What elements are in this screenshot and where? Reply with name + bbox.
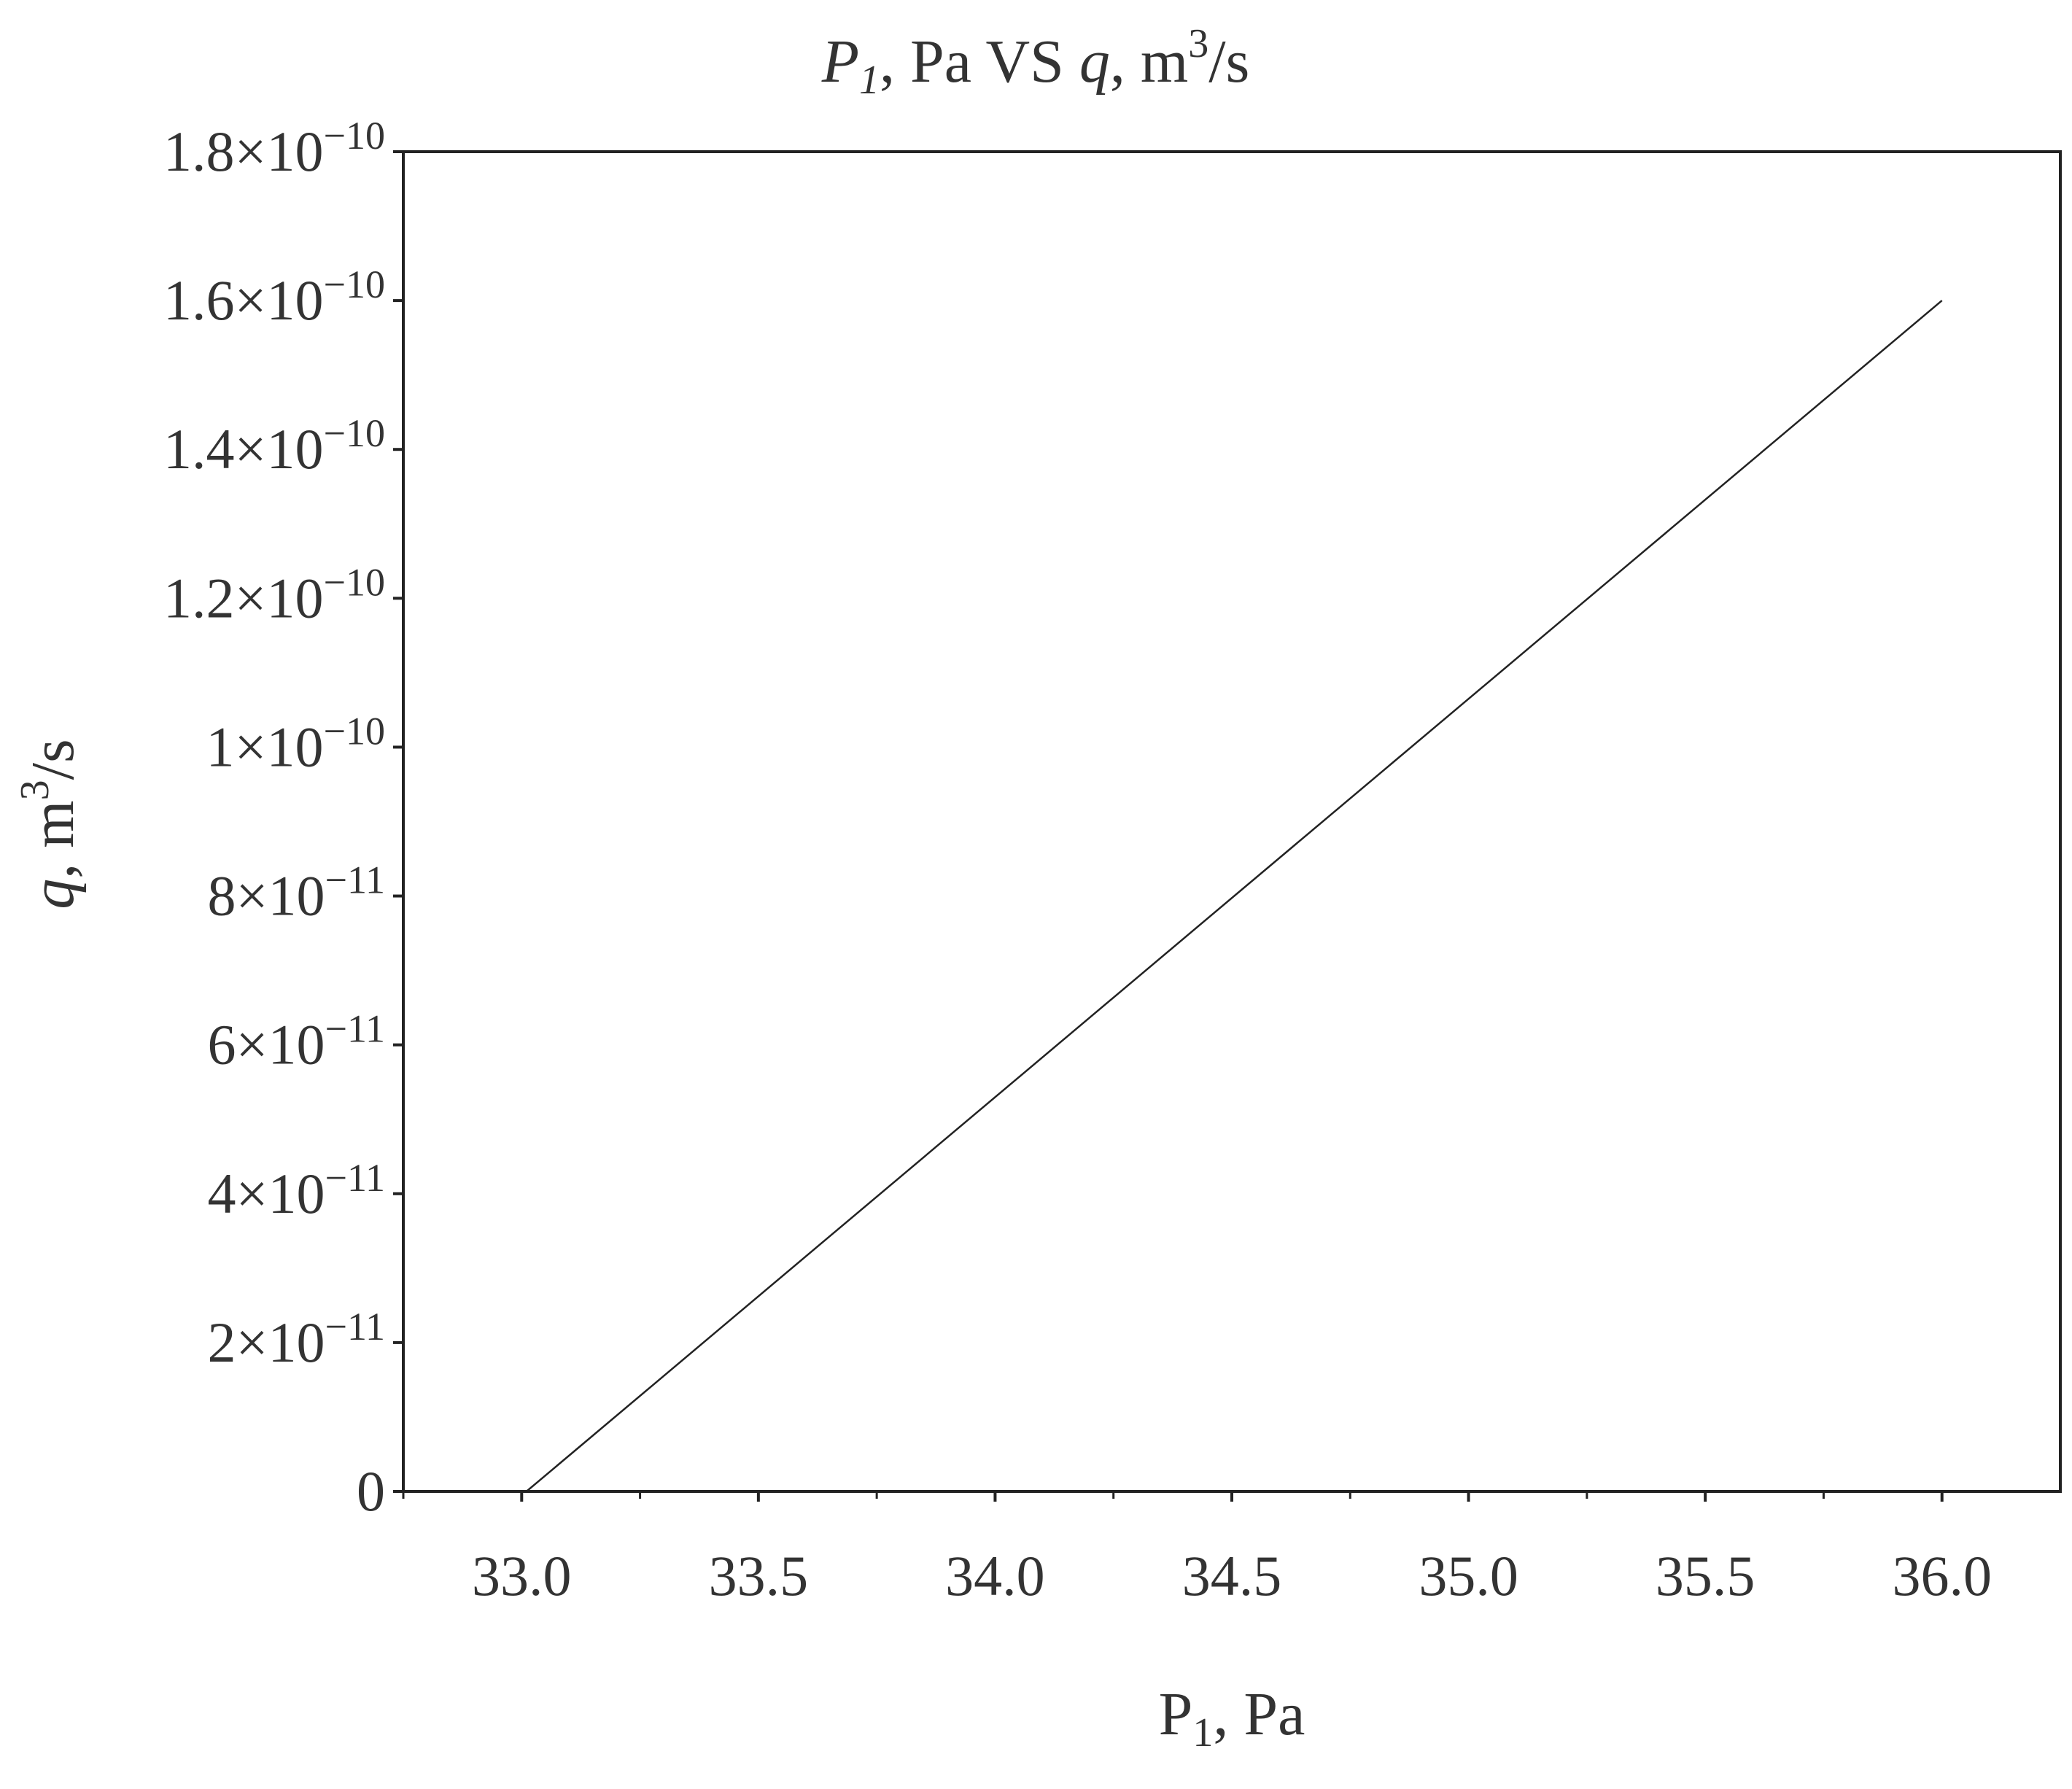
- x-tick-label: 35.5: [1656, 1544, 1755, 1607]
- series-layer: [525, 300, 1943, 1492]
- y-axis-label: q, m3/s: [12, 739, 87, 909]
- title-var1-sub: 1: [859, 58, 880, 103]
- x-tick-label: 35.0: [1419, 1544, 1518, 1607]
- xlabel-rest: , Pa: [1213, 1680, 1305, 1748]
- y-tick-mantissa: 1.8×10: [163, 120, 324, 183]
- xlabel-base: P: [1159, 1680, 1193, 1748]
- y-tick-label: 1.8×10−10: [163, 114, 385, 183]
- x-tick-label: 33.0: [472, 1544, 572, 1607]
- plot-area-frame: [402, 150, 2062, 1493]
- y-tick-label: 6×10−11: [208, 1007, 385, 1076]
- title-unit-post: /s: [1208, 28, 1249, 96]
- xlabel-sub: 1: [1192, 1710, 1213, 1755]
- y-tick-mantissa: 1.2×10: [163, 566, 324, 629]
- y-tick-mantissa: 2×10: [208, 1311, 325, 1374]
- y-tick-label: 4×10−11: [208, 1156, 385, 1225]
- ylabel-var: q: [19, 879, 87, 909]
- x-axis-label: P1, Pa: [1159, 1680, 1305, 1755]
- y-axis: 02×10−114×10−116×10−118×10−111×10−101.2×…: [163, 114, 403, 1523]
- series-line: [525, 300, 1943, 1492]
- y-tick-label: 8×10−11: [208, 858, 385, 928]
- y-tick-exponent: −10: [324, 560, 385, 604]
- title-mid: , Pa VS: [880, 28, 1079, 96]
- y-tick-mantissa: 1×10: [206, 715, 324, 778]
- title-var1: P: [821, 28, 859, 96]
- y-tick-exponent: −11: [325, 1007, 385, 1051]
- x-tick-label: 33.5: [709, 1544, 809, 1607]
- title-unit-sup: 3: [1188, 21, 1208, 66]
- y-tick-mantissa: 6×10: [208, 1013, 325, 1076]
- y-tick-mantissa: 4×10: [208, 1162, 325, 1225]
- x-tick-label: 36.0: [1892, 1544, 1992, 1607]
- x-tick-label: 34.0: [945, 1544, 1045, 1607]
- y-tick-label: 1.2×10−10: [163, 560, 385, 629]
- y-tick-exponent: −11: [325, 1305, 385, 1348]
- y-tick-exponent: −10: [324, 411, 385, 455]
- y-tick-exponent: −11: [325, 858, 385, 902]
- y-tick-label: 2×10−11: [208, 1305, 385, 1374]
- ylabel-unit-sup: 3: [12, 780, 58, 800]
- title-var2: q: [1079, 28, 1110, 96]
- chart-title: P1, Pa VS q, m3/s: [821, 21, 1250, 103]
- y-tick-mantissa: 1.4×10: [163, 417, 324, 481]
- y-tick-exponent: −10: [324, 263, 385, 306]
- ylabel-unit-post: /s: [19, 739, 87, 780]
- ylabel-unit-pre: , m: [19, 800, 87, 878]
- y-tick-mantissa: 0: [357, 1459, 385, 1523]
- y-tick-exponent: −10: [324, 114, 385, 158]
- y-tick-mantissa: 8×10: [208, 864, 325, 928]
- y-tick-label: 1×10−10: [206, 709, 385, 778]
- x-axis: 33.0 33.5 34.0 34.5 35.0 35.5 36.0: [402, 1491, 1992, 1607]
- x-tick-label: 34.5: [1182, 1544, 1282, 1607]
- y-tick-mantissa: 1.6×10: [163, 268, 324, 332]
- y-tick-label: 1.4×10−10: [163, 411, 385, 481]
- title-unit-pre: , m: [1110, 28, 1188, 96]
- y-tick-label: 1.6×10−10: [163, 263, 385, 332]
- y-tick-exponent: −11: [325, 1156, 385, 1200]
- y-tick-exponent: −10: [324, 709, 385, 753]
- y-tick-label: 0: [357, 1459, 385, 1523]
